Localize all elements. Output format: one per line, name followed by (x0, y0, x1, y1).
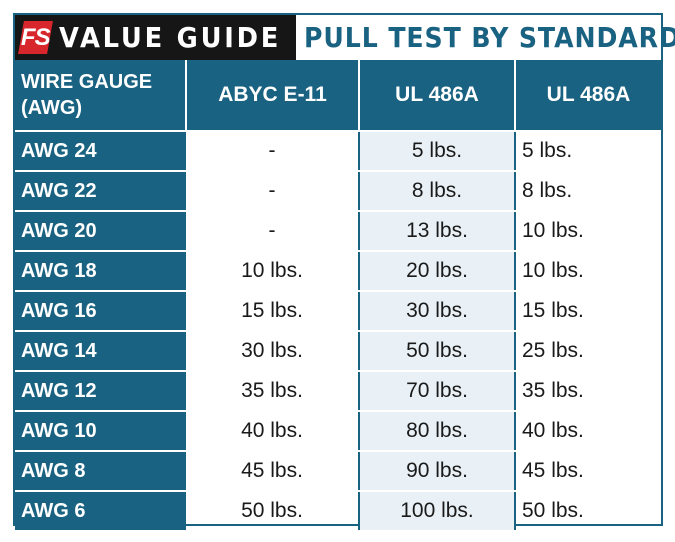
pull-test-table: WIRE GAUGE (AWG) ABYC E-11 UL 486A UL 48… (15, 60, 661, 530)
table-row: AWG 8 45 lbs. 90 lbs. 45 lbs. (15, 451, 661, 492)
ul486a-alt-value-cell: 35 lbs. (515, 371, 661, 412)
ul486a-alt-value-cell: 8 lbs. (515, 171, 661, 212)
table-row: AWG 10 40 lbs. 80 lbs. 40 lbs. (15, 411, 661, 452)
table-row: AWG 16 15 lbs. 30 lbs. 15 lbs. (15, 291, 661, 332)
abyc-value-cell: - (186, 131, 359, 172)
abyc-value-cell: 15 lbs. (186, 291, 359, 332)
ul486a-value-cell: 20 lbs. (358, 251, 516, 292)
abyc-value-cell: 40 lbs. (186, 411, 359, 452)
gauge-cell: AWG 8 (15, 451, 186, 492)
table-row: AWG 18 10 lbs. 20 lbs. 10 lbs. (15, 251, 661, 292)
gauge-cell: AWG 16 (15, 291, 186, 332)
gauge-cell: AWG 20 (15, 211, 186, 252)
ul486a-alt-value-cell: 45 lbs. (515, 451, 661, 492)
table-title: PULL TEST BY STANDARD (304, 21, 675, 54)
ul486a-value-cell: 13 lbs. (358, 211, 516, 252)
fs-logo: FS (18, 21, 53, 54)
abyc-value-cell: 10 lbs. (186, 251, 359, 292)
logo-text: FS (21, 23, 50, 51)
abyc-value-cell: 30 lbs. (186, 331, 359, 372)
table-row: AWG 6 50 lbs. 100 lbs. 50 lbs. (15, 491, 661, 530)
ul486a-value-cell: 70 lbs. (358, 371, 516, 412)
gauge-cell: AWG 22 (15, 171, 186, 212)
table-row: AWG 14 30 lbs. 50 lbs. 25 lbs. (15, 331, 661, 372)
gauge-cell: AWG 10 (15, 411, 186, 452)
header-row: WIRE GAUGE (AWG) ABYC E-11 UL 486A UL 48… (15, 60, 661, 132)
brand-banner: FS VALUE GUIDE (15, 15, 296, 60)
abyc-value-cell: - (186, 171, 359, 212)
ul486a-alt-value-cell: 50 lbs. (522, 499, 584, 522)
abyc-value-cell: 50 lbs. (241, 499, 303, 522)
abyc-value-cell: 35 lbs. (186, 371, 359, 412)
ul486a-alt-value-cell: 25 lbs. (515, 331, 661, 372)
column-header: UL 486A (514, 60, 661, 132)
ul486a-value-cell: 5 lbs. (358, 131, 516, 172)
ul486a-value-cell: 50 lbs. (358, 331, 516, 372)
ul486a-alt-value-cell: 15 lbs. (515, 291, 661, 332)
abyc-value-cell: 45 lbs. (186, 451, 359, 492)
ul486a-alt-value-cell: 5 lbs. (515, 131, 661, 172)
abyc-value-cell: - (186, 211, 359, 252)
gauge-cell: AWG 12 (15, 371, 186, 412)
ul486a-alt-value-cell: 40 lbs. (515, 411, 661, 452)
brand-title: VALUE GUIDE (58, 21, 281, 54)
title-bar: FS VALUE GUIDE PULL TEST BY STANDARD (15, 15, 675, 60)
column-header: ABYC E-11 (185, 60, 359, 132)
ul486a-value-cell: 90 lbs. (358, 451, 516, 492)
ul486a-value-cell: 8 lbs. (358, 171, 516, 212)
gauge-cell: AWG 18 (15, 251, 186, 292)
ul486a-alt-value-cell: 10 lbs. (515, 211, 661, 252)
table-body: AWG 24-5 lbs. 5 lbs. AWG 22-8 lbs. 8 lbs. AW… (15, 131, 661, 530)
column-header: WIRE GAUGE (AWG) (15, 60, 186, 132)
ul486a-value-cell: 80 lbs. (358, 411, 516, 452)
ul486a-alt-value-cell: 10 lbs. (515, 251, 661, 292)
ul486a-value-cell: 100 lbs. (358, 491, 516, 530)
gauge-cell: AWG 6 (15, 491, 186, 530)
table-row: AWG 20-13 lbs. 10 lbs. (15, 211, 661, 252)
value-guide-table-frame: FS VALUE GUIDE PULL TEST BY STANDARD WIR… (13, 13, 675, 530)
table-row: AWG 24-5 lbs. 5 lbs. (15, 131, 661, 172)
gauge-cell: AWG 24 (15, 131, 186, 172)
column-header: UL 486A (358, 60, 515, 132)
table-row: AWG 22-8 lbs. 8 lbs. (15, 171, 661, 212)
table-row: AWG 12 35 lbs. 70 lbs. 35 lbs. (15, 371, 661, 412)
gauge-cell: AWG 14 (15, 331, 186, 372)
ul486a-value-cell: 30 lbs. (358, 291, 516, 332)
